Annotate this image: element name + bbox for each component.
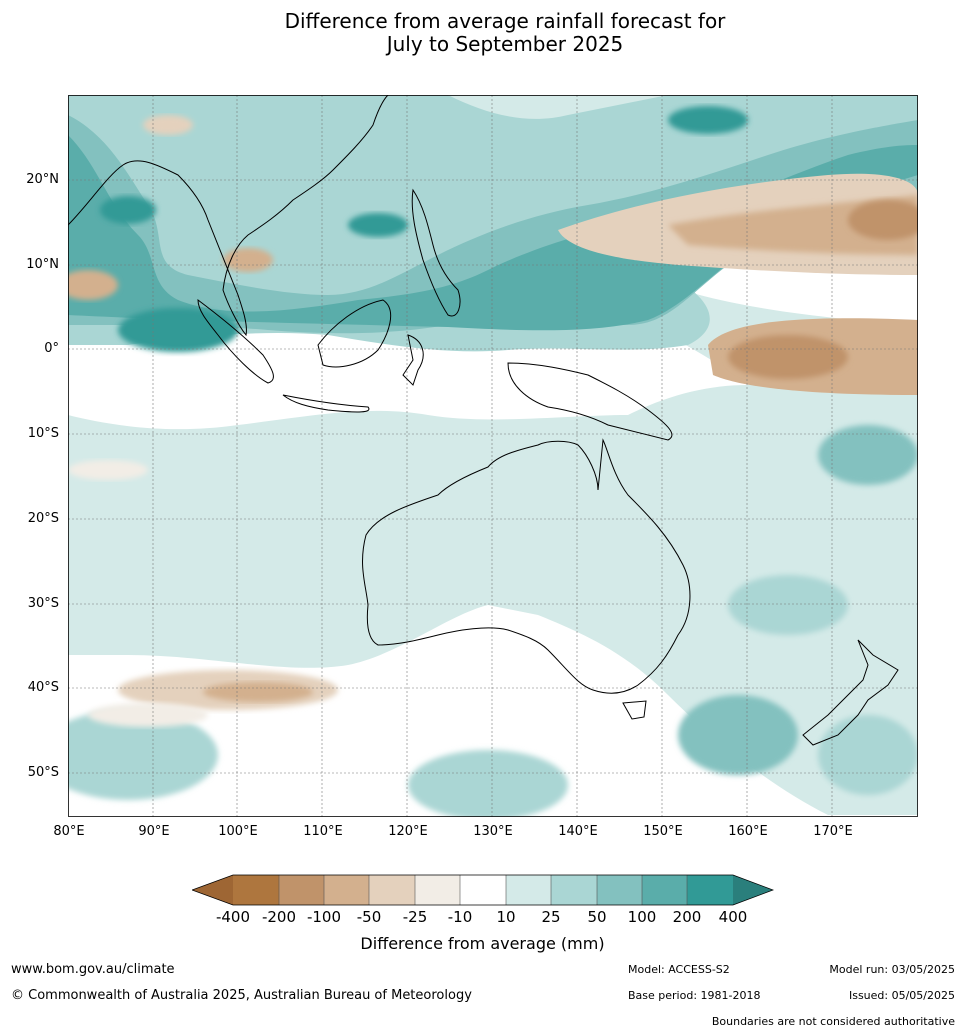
model-name: Model: ACCESS-S2 bbox=[628, 963, 730, 976]
colorbar-swatch-7 bbox=[506, 875, 551, 905]
new-guinea-coast bbox=[507, 362, 673, 441]
lon-label-170e: 170°E bbox=[813, 824, 853, 839]
colorbar-tick: 100 bbox=[627, 908, 657, 926]
lat-label-20s: 20°S bbox=[27, 511, 59, 526]
lat-label-30s: 30°S bbox=[27, 596, 59, 611]
title-line-2: July to September 2025 bbox=[386, 32, 624, 56]
lon-label-90e: 90°E bbox=[138, 824, 170, 839]
lon-label-120e: 120°E bbox=[388, 824, 428, 839]
coastlines bbox=[68, 95, 899, 746]
lon-label-100e: 100°E bbox=[218, 824, 258, 839]
lat-label-10s: 10°S bbox=[27, 426, 59, 441]
colorbar-tick: 400 bbox=[718, 908, 748, 926]
colorbar-tick: 25 bbox=[541, 908, 561, 926]
colorbar-swatch-11 bbox=[687, 875, 733, 905]
java-coast bbox=[282, 394, 370, 413]
lon-label-130e: 130°E bbox=[473, 824, 513, 839]
lon-label-110e: 110°E bbox=[303, 824, 343, 839]
colorbar-tick: -10 bbox=[447, 908, 473, 926]
colorbar-swatch-10 bbox=[642, 875, 687, 905]
rainfall-map bbox=[68, 95, 918, 817]
colorbar-tick: 50 bbox=[587, 908, 607, 926]
new-zealand-coast bbox=[802, 639, 899, 746]
boundaries-disclaimer: Boundaries are not considered authoritat… bbox=[711, 1015, 955, 1028]
colorbar-tick: -400 bbox=[215, 908, 251, 926]
lat-label-50s: 50°S bbox=[27, 765, 59, 780]
colorbar-swatch-6 bbox=[460, 875, 506, 905]
wet-anomaly-regions bbox=[68, 95, 918, 817]
colorbar-tick: 10 bbox=[496, 908, 516, 926]
philippines-coast bbox=[411, 188, 461, 317]
colorbar-swatch-2 bbox=[279, 875, 324, 905]
sumatra-coast bbox=[197, 298, 274, 384]
colorbar-tick: -100 bbox=[306, 908, 342, 926]
colorbar-tick: -25 bbox=[402, 908, 428, 926]
colorbar-title: Difference from average (mm) bbox=[0, 934, 965, 953]
borneo-coast bbox=[317, 299, 392, 368]
graticule bbox=[68, 95, 918, 817]
website-link[interactable]: www.bom.gov.au/climate bbox=[11, 962, 175, 977]
colorbar-arrow-high bbox=[733, 875, 773, 905]
colorbar-swatch-1 bbox=[233, 875, 279, 905]
colorbar-tick: -50 bbox=[356, 908, 382, 926]
colorbar-tick: 200 bbox=[672, 908, 702, 926]
title-line-1: Difference from average rainfall forecas… bbox=[284, 9, 726, 33]
lat-label-20n: 20°N bbox=[26, 172, 59, 187]
tasmania-coast bbox=[622, 700, 647, 720]
colorbar bbox=[190, 874, 775, 912]
lat-label-equator: 0° bbox=[44, 341, 59, 356]
map-svg bbox=[68, 95, 918, 817]
lat-label-40s: 40°S bbox=[27, 680, 59, 695]
lon-label-80e: 80°E bbox=[53, 824, 85, 839]
colorbar-swatch-8 bbox=[551, 875, 597, 905]
sulawesi-coast bbox=[402, 334, 424, 386]
colorbar-title-text: Difference from average (mm) bbox=[360, 934, 605, 953]
colorbar-arrow-low bbox=[192, 875, 233, 905]
lon-label-140e: 140°E bbox=[558, 824, 598, 839]
colorbar-svg bbox=[190, 874, 775, 906]
colorbar-swatch-4 bbox=[369, 875, 415, 905]
colorbar-swatch-9 bbox=[597, 875, 642, 905]
model-run-date: Model run: 03/05/2025 bbox=[829, 963, 955, 976]
map-title: Difference from average rainfall forecas… bbox=[0, 10, 965, 56]
lon-label-160e: 160°E bbox=[728, 824, 768, 839]
issued-date: Issued: 05/05/2025 bbox=[848, 989, 955, 1002]
base-period: Base period: 1981-2018 bbox=[628, 989, 761, 1002]
copyright-text: © Commonwealth of Australia 2025, Austra… bbox=[11, 988, 472, 1003]
colorbar-swatch-5 bbox=[415, 875, 460, 905]
lon-label-150e: 150°E bbox=[643, 824, 683, 839]
colorbar-swatch-3 bbox=[324, 875, 369, 905]
lat-label-10n: 10°N bbox=[26, 257, 59, 272]
colorbar-tick: -200 bbox=[261, 908, 297, 926]
australia-coast bbox=[362, 438, 691, 694]
dry-anomaly-regions bbox=[68, 115, 918, 727]
asia-coast bbox=[68, 95, 389, 337]
